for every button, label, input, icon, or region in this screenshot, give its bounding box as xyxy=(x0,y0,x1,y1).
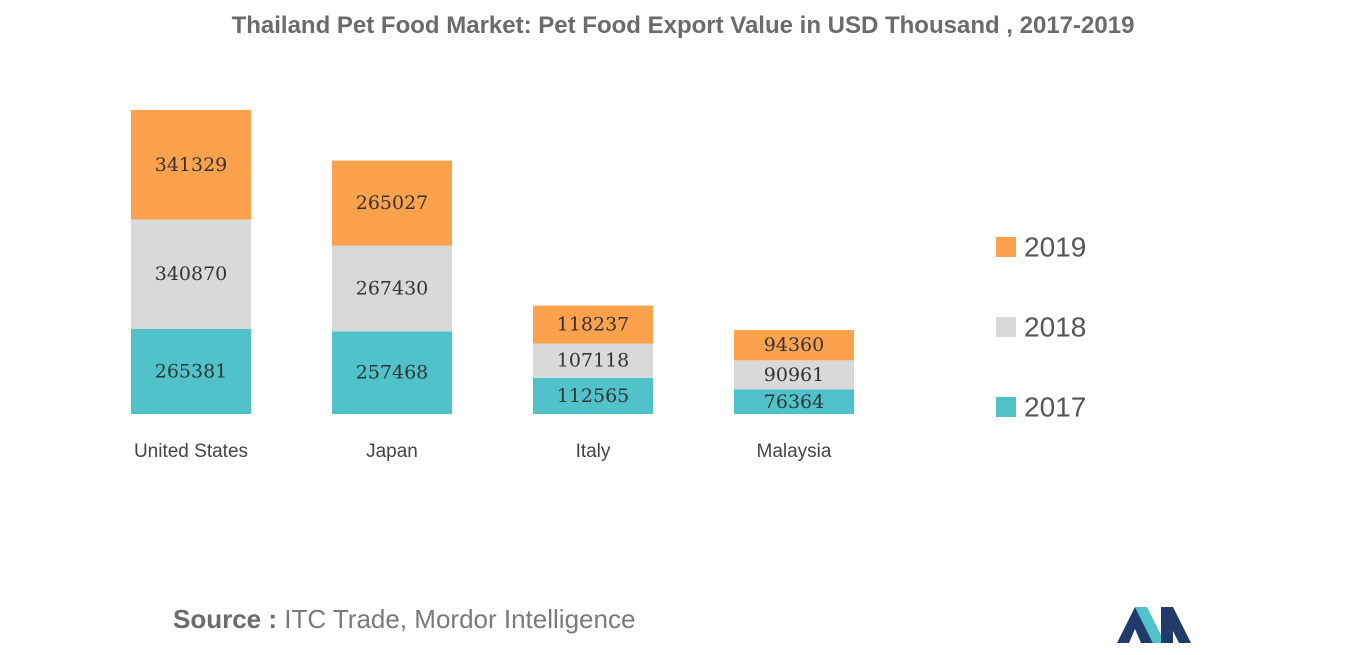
value-label-malaysia-2019: 94360 xyxy=(764,334,824,356)
source-text: ITC Trade, Mordor Intelligence xyxy=(277,604,636,634)
value-label-italy-2018: 107118 xyxy=(557,350,630,372)
logo-left-stroke xyxy=(1117,607,1153,643)
source-note: Source : ITC Trade, Mordor Intelligence xyxy=(173,604,635,635)
legend-label-2017: 2017 xyxy=(1024,392,1086,423)
x-tick-label-japan: Japan xyxy=(366,441,418,462)
logo-right-stroke xyxy=(1161,607,1191,643)
legend: 2019 2018 2017 xyxy=(996,232,1086,423)
x-tick-label-united-states: United States xyxy=(134,441,248,462)
value-label-malaysia-2017: 76364 xyxy=(764,391,824,413)
x-tick-label-italy: Italy xyxy=(576,441,611,462)
value-label-japan-2019: 265027 xyxy=(356,192,429,214)
x-tick-label-malaysia: Malaysia xyxy=(757,441,832,462)
bar-united-states-2019 xyxy=(131,110,251,220)
value-label-italy-2017: 112565 xyxy=(557,385,630,407)
bar-italy-2018 xyxy=(533,343,653,378)
value-label-united-states-2018: 340870 xyxy=(155,263,228,285)
value-label-malaysia-2018: 90961 xyxy=(764,364,824,386)
value-label-japan-2018: 267430 xyxy=(356,278,429,300)
bar-japan-2019 xyxy=(332,160,452,246)
legend-label-2019: 2019 xyxy=(1024,232,1086,263)
chart-title: Thailand Pet Food Market: Pet Food Expor… xyxy=(231,12,1135,39)
stacked-bar-chart: 265381 340870 341329 257468 267430 265027 1125… xyxy=(131,110,1086,462)
x-tick-labels-layer: United States Japan Italy Malaysia xyxy=(134,441,832,462)
bar-italy-2017 xyxy=(533,377,653,414)
bars-layer xyxy=(131,110,854,414)
legend-label-2018: 2018 xyxy=(1024,312,1086,343)
bar-united-states-2018 xyxy=(131,219,251,329)
bar-malaysia-2017 xyxy=(734,389,854,414)
bar-japan-2018 xyxy=(332,245,452,332)
value-label-italy-2019: 118237 xyxy=(557,314,630,336)
value-label-united-states-2017: 265381 xyxy=(155,360,228,382)
value-label-japan-2017: 257468 xyxy=(356,362,429,384)
bar-united-states-2017 xyxy=(131,328,251,414)
bar-malaysia-2018 xyxy=(734,360,854,390)
legend-swatch-2018 xyxy=(996,317,1016,337)
value-label-united-states-2019: 341329 xyxy=(155,154,228,176)
logo-middle-stroke xyxy=(1135,607,1165,643)
source-label: Source : xyxy=(173,604,278,634)
mordor-intelligence-logo xyxy=(1117,607,1191,643)
bar-malaysia-2019 xyxy=(734,330,854,361)
bar-japan-2017 xyxy=(332,331,452,414)
value-labels-layer: 265381 340870 341329 257468 267430 265027 1125… xyxy=(155,154,824,413)
legend-swatch-2017 xyxy=(996,397,1016,417)
legend-swatch-2019 xyxy=(996,237,1016,257)
bar-italy-2019 xyxy=(533,305,653,344)
